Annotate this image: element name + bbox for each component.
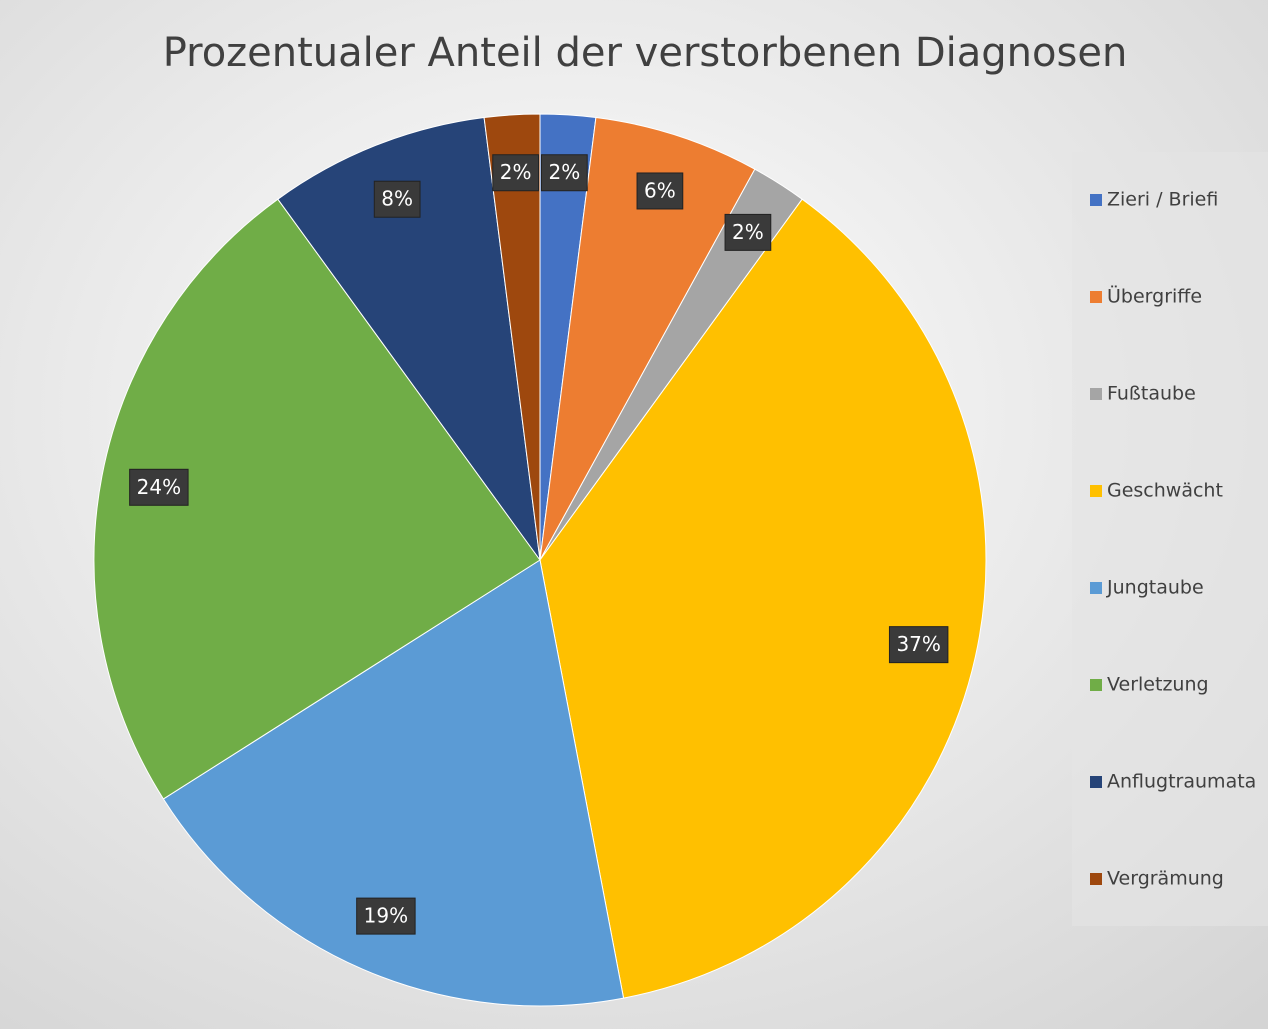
legend-swatch bbox=[1090, 873, 1102, 885]
legend-label: Übergriffe bbox=[1107, 285, 1202, 308]
legend-swatch bbox=[1090, 485, 1102, 497]
pie-slice bbox=[93, 198, 541, 800]
data-label-box bbox=[492, 154, 540, 192]
data-label-box bbox=[636, 172, 684, 210]
data-label-text: 2% bbox=[732, 220, 764, 244]
data-label-text: 19% bbox=[364, 904, 408, 928]
pie-slice bbox=[483, 113, 541, 561]
legend-swatch bbox=[1090, 582, 1102, 594]
legend-swatch bbox=[1090, 776, 1102, 788]
data-label-text: 2% bbox=[548, 160, 580, 184]
legend-box bbox=[1072, 152, 1268, 926]
legend-swatch bbox=[1090, 194, 1102, 206]
data-label-box bbox=[129, 468, 189, 506]
pie-slice bbox=[539, 198, 987, 999]
legend-label: Vergrämung bbox=[1107, 868, 1224, 890]
legend-label: Jungtaube bbox=[1106, 577, 1204, 599]
data-label-box bbox=[356, 897, 416, 935]
data-label: 2% bbox=[492, 154, 540, 192]
legend-swatch bbox=[1090, 388, 1102, 400]
pie-slice bbox=[162, 559, 625, 1007]
legend-label: Geschwächt bbox=[1107, 480, 1223, 502]
legend-swatch bbox=[1090, 291, 1102, 303]
chart-title: Prozentualer Anteil der verstorbenen Dia… bbox=[163, 30, 1128, 76]
legend-label: Fußtaube bbox=[1107, 383, 1196, 405]
legend-label: Anflugtraumata bbox=[1107, 771, 1256, 793]
data-label-box bbox=[373, 180, 421, 218]
data-label-box bbox=[540, 154, 588, 192]
data-label: 6% bbox=[636, 172, 684, 210]
data-label-text: 8% bbox=[381, 187, 413, 211]
data-label: 24% bbox=[129, 468, 189, 506]
legend-swatch bbox=[1090, 679, 1102, 691]
legend-label: Zieri / Briefi bbox=[1107, 189, 1218, 211]
data-label: 8% bbox=[373, 180, 421, 218]
data-label-text: 6% bbox=[644, 178, 676, 202]
legend-label: Verletzung bbox=[1107, 674, 1209, 696]
data-label: 2% bbox=[724, 213, 772, 251]
data-label: 19% bbox=[356, 897, 416, 935]
data-label-text: 24% bbox=[137, 475, 181, 499]
pie-slice bbox=[277, 116, 541, 561]
data-label-text: 37% bbox=[896, 632, 940, 656]
pie-slice bbox=[539, 116, 756, 561]
data-label-box bbox=[724, 213, 772, 251]
data-label: 37% bbox=[888, 626, 949, 664]
data-label-text: 2% bbox=[500, 160, 532, 184]
data-label-box bbox=[888, 626, 949, 664]
data-label: 2% bbox=[540, 154, 588, 192]
